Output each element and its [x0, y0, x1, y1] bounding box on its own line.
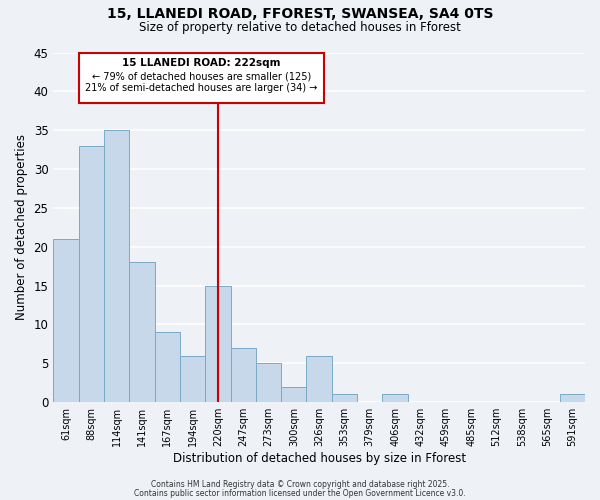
Bar [256, 364, 281, 402]
Text: Contains HM Land Registry data © Crown copyright and database right 2025.: Contains HM Land Registry data © Crown c… [151, 480, 449, 489]
Bar [104, 130, 129, 402]
Text: 21% of semi-detached houses are larger (34) →: 21% of semi-detached houses are larger (… [85, 83, 317, 93]
Bar [129, 262, 155, 402]
Text: ← 79% of detached houses are smaller (125): ← 79% of detached houses are smaller (12… [92, 71, 311, 81]
Text: Contains public sector information licensed under the Open Government Licence v3: Contains public sector information licen… [134, 489, 466, 498]
Bar [205, 286, 230, 402]
Bar [230, 348, 256, 402]
Bar [155, 332, 180, 402]
Bar [53, 239, 79, 402]
Text: 15 LLANEDI ROAD: 222sqm: 15 LLANEDI ROAD: 222sqm [122, 58, 281, 68]
Bar [281, 386, 307, 402]
X-axis label: Distribution of detached houses by size in Fforest: Distribution of detached houses by size … [173, 452, 466, 465]
Bar [79, 146, 104, 402]
Text: 15, LLANEDI ROAD, FFOREST, SWANSEA, SA4 0TS: 15, LLANEDI ROAD, FFOREST, SWANSEA, SA4 … [107, 8, 493, 22]
Y-axis label: Number of detached properties: Number of detached properties [15, 134, 28, 320]
Text: Size of property relative to detached houses in Fforest: Size of property relative to detached ho… [139, 21, 461, 34]
Bar [180, 356, 205, 402]
Bar [382, 394, 408, 402]
Bar [332, 394, 357, 402]
Bar [560, 394, 585, 402]
FancyBboxPatch shape [79, 52, 324, 103]
Bar [307, 356, 332, 402]
